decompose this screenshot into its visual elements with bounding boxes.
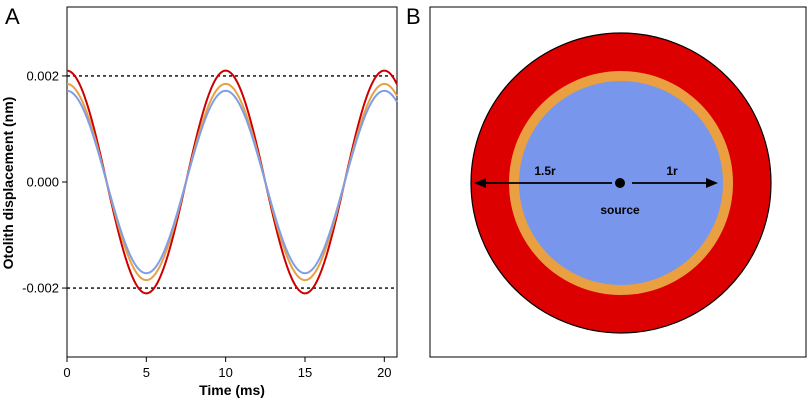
- x-tick-label-0: 0: [63, 365, 70, 380]
- series-line-0: [66, 69, 398, 295]
- diagram-frame: [429, 6, 807, 358]
- x-tick-label-2: 10: [218, 365, 232, 380]
- source-diagram: 1.5r 1r source: [429, 6, 807, 358]
- label-1r: 1r: [666, 164, 678, 178]
- panel-letter-b: B: [406, 4, 421, 29]
- y-tick-label-0: 0.002: [26, 68, 59, 83]
- y-tick-label-1: 0.000: [26, 175, 59, 190]
- label-source: source: [600, 203, 640, 217]
- x-tick-label-1: 5: [143, 365, 150, 380]
- x-axis-label: Time (ms): [199, 382, 265, 398]
- x-tick-label-3: 15: [298, 365, 312, 380]
- arrow-outer-head: [474, 178, 486, 188]
- y-tick-label-2: -0.002: [22, 281, 59, 296]
- series-line-2: [66, 89, 398, 275]
- arrow-inner-head: [706, 178, 718, 188]
- y-axis-label: Otolith displacement (nm): [0, 97, 16, 270]
- panel-letter-a: A: [5, 4, 20, 29]
- plot-frame: [66, 6, 398, 358]
- series-line-1: [66, 82, 398, 282]
- source-dot: [615, 178, 625, 188]
- x-tick-label-4: 20: [377, 365, 391, 380]
- label-1-5r: 1.5r: [534, 164, 556, 178]
- displacement-chart: 0 5 10 15 20 0.002 0.000 -0.002 Time (ms) Otol…: [0, 6, 398, 398]
